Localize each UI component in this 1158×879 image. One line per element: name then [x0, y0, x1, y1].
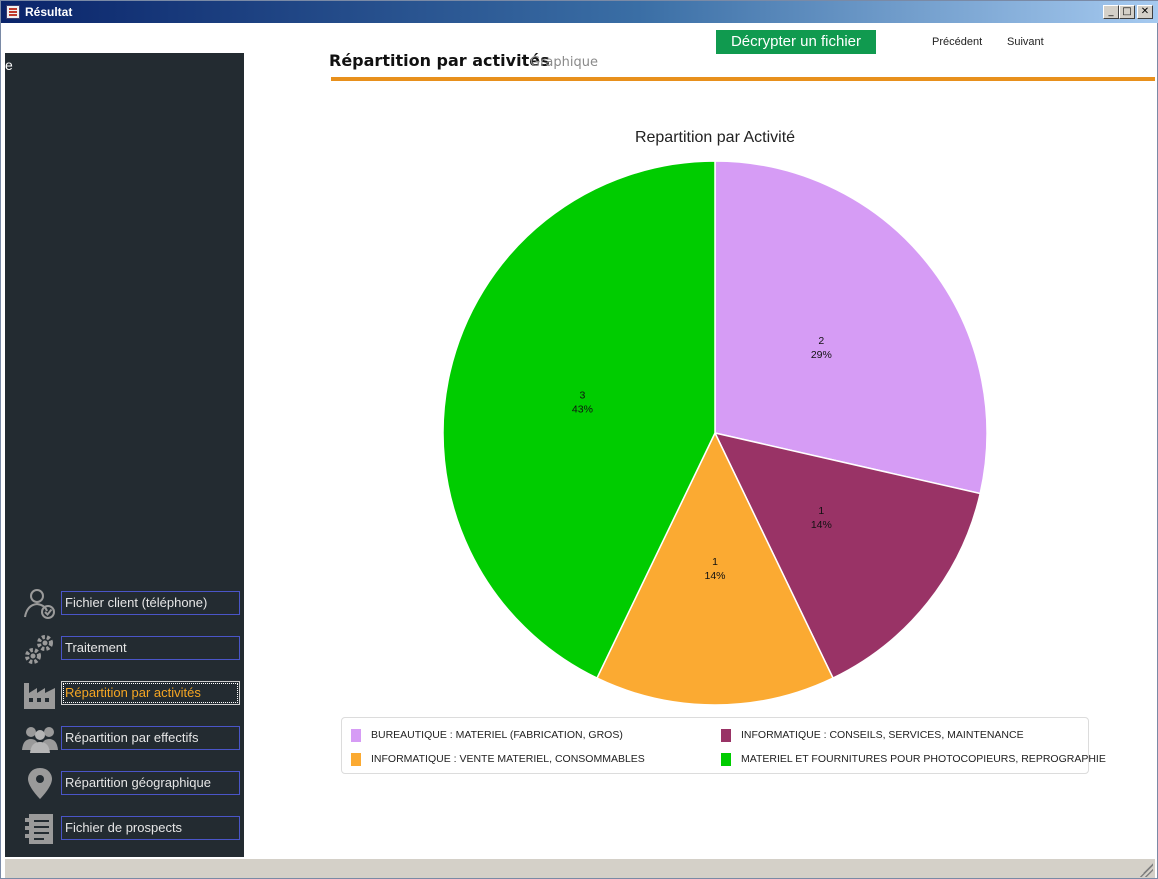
- next-link[interactable]: Suivant: [1007, 36, 1044, 48]
- pie-slice-2[interactable]: [595, 431, 835, 706]
- resize-grip[interactable]: [1137, 863, 1153, 877]
- gears-icon: [21, 630, 59, 668]
- sidebar-item-label: Traitement: [61, 636, 240, 660]
- slice-value-label: 1: [712, 556, 718, 568]
- pie-slice-0[interactable]: [714, 160, 988, 495]
- pie-slice-1[interactable]: [713, 431, 982, 680]
- sidebar-item-repartition-activites[interactable]: Répartition par activités: [21, 675, 244, 715]
- slice-value-label: 1: [818, 505, 824, 517]
- slice-percent-label: 43%: [572, 404, 593, 416]
- slice-value-label: 3: [579, 390, 585, 402]
- legend-label: BUREAUTIQUE : MATERIEL (FABRICATION, GRO…: [371, 729, 623, 741]
- sidebar: e Fichier client (téléphone): [5, 53, 244, 857]
- decrypt-file-button[interactable]: Décrypter un fichier: [716, 30, 876, 54]
- title-bar[interactable]: Résultat _ □ ✕: [1, 1, 1158, 23]
- sidebar-cut-text: e: [5, 57, 13, 73]
- sidebar-item-traitement[interactable]: Traitement: [21, 630, 244, 670]
- minimize-button[interactable]: _: [1103, 5, 1119, 19]
- sidebar-item-label: Fichier client (téléphone): [61, 591, 240, 615]
- legend-swatch: [351, 729, 361, 742]
- slice-percent-label: 29%: [811, 349, 832, 361]
- status-bar: [5, 858, 1155, 878]
- pie-slice-3[interactable]: [442, 160, 716, 680]
- previous-link[interactable]: Précédent: [932, 36, 983, 48]
- sidebar-item-label: Répartition par activités: [61, 681, 240, 705]
- slice-percent-label: 14%: [811, 519, 832, 531]
- people-icon: [21, 720, 59, 758]
- legend-swatch: [721, 729, 731, 742]
- page-title: Répartition par activités: [329, 51, 550, 70]
- document-list-icon: [21, 810, 59, 848]
- pie-chart: 2 29% 1 14% 1 14% 3 43%: [442, 160, 988, 706]
- window-title: Résultat: [25, 5, 73, 19]
- close-button[interactable]: ✕: [1137, 5, 1153, 19]
- legend-swatch: [351, 753, 361, 766]
- sidebar-item-fichier-client[interactable]: Fichier client (téléphone): [21, 585, 244, 625]
- legend-label: INFORMATIQUE : CONSEILS, SERVICES, MAINT…: [741, 729, 1024, 741]
- title-divider: [331, 77, 1155, 81]
- sidebar-item-repartition-effectifs[interactable]: Répartition par effectifs: [21, 720, 244, 760]
- legend-label: MATERIEL ET FOURNITURES POUR PHOTOCOPIEU…: [741, 753, 1106, 765]
- app-icon: [6, 5, 20, 19]
- chart-title: Repartition par Activité: [634, 129, 796, 146]
- slice-percent-label: 14%: [704, 570, 725, 582]
- map-pin-icon: [21, 765, 59, 803]
- sidebar-item-label: Fichier de prospects: [61, 816, 240, 840]
- sidebar-item-label: Répartition géographique: [61, 771, 240, 795]
- user-check-icon: [21, 585, 59, 623]
- slice-value-label: 2: [818, 335, 824, 347]
- legend-label: INFORMATIQUE : VENTE MATERIEL, CONSOMMAB…: [371, 753, 645, 765]
- maximize-button[interactable]: □: [1119, 5, 1135, 19]
- page-subtitle: Graphique: [530, 55, 598, 70]
- chart-legend: BUREAUTIQUE : MATERIEL (FABRICATION, GRO…: [341, 717, 1106, 774]
- factory-icon: [21, 675, 59, 713]
- sidebar-item-label: Répartition par effectifs: [61, 726, 240, 750]
- sidebar-item-repartition-geographique[interactable]: Répartition géographique: [21, 765, 244, 805]
- sidebar-item-fichier-prospects[interactable]: Fichier de prospects: [21, 810, 244, 850]
- legend-swatch: [721, 753, 731, 766]
